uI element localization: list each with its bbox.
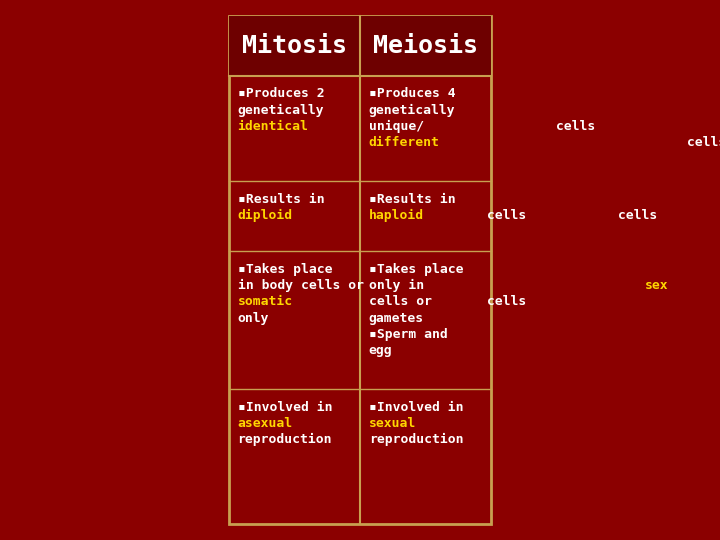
Text: haploid: haploid <box>369 209 424 222</box>
Text: ▪Involved in: ▪Involved in <box>369 401 463 414</box>
Text: ▪Takes place: ▪Takes place <box>369 263 463 276</box>
Text: cells or: cells or <box>369 295 432 308</box>
Text: sex: sex <box>645 279 668 292</box>
Text: cells: cells <box>611 209 657 222</box>
Text: identical: identical <box>238 120 308 133</box>
Text: different: different <box>369 136 439 149</box>
Text: ▪Results in: ▪Results in <box>369 193 455 206</box>
Text: asexual: asexual <box>238 417 293 430</box>
Text: unique/: unique/ <box>369 120 424 133</box>
Text: ▪Results in: ▪Results in <box>238 193 324 206</box>
Text: ▪Sperm and: ▪Sperm and <box>369 328 447 341</box>
Text: egg: egg <box>369 344 392 357</box>
Text: genetically: genetically <box>238 104 324 117</box>
Text: only: only <box>238 312 269 325</box>
Text: cells: cells <box>679 136 720 149</box>
Bar <box>229 16 491 76</box>
Text: genetically: genetically <box>369 104 455 117</box>
Text: somatic: somatic <box>238 295 293 308</box>
Text: Mitosis: Mitosis <box>242 34 347 58</box>
Text: ▪Produces 2: ▪Produces 2 <box>238 87 324 100</box>
Text: sexual: sexual <box>369 417 416 430</box>
Text: reproduction: reproduction <box>238 433 332 446</box>
Text: cells: cells <box>548 120 595 133</box>
Text: Meiosis: Meiosis <box>373 34 478 58</box>
Text: cells: cells <box>480 209 526 222</box>
Text: ▪Produces 4: ▪Produces 4 <box>369 87 455 100</box>
Text: in body cells or: in body cells or <box>238 279 364 292</box>
Text: diploid: diploid <box>238 209 293 222</box>
Text: ▪Involved in: ▪Involved in <box>238 401 332 414</box>
Text: ▪Takes place: ▪Takes place <box>238 263 332 276</box>
Text: cells: cells <box>480 295 526 308</box>
Bar <box>229 16 491 524</box>
Text: only in: only in <box>369 279 432 292</box>
Text: gametes: gametes <box>369 312 424 325</box>
Text: reproduction: reproduction <box>369 433 463 446</box>
